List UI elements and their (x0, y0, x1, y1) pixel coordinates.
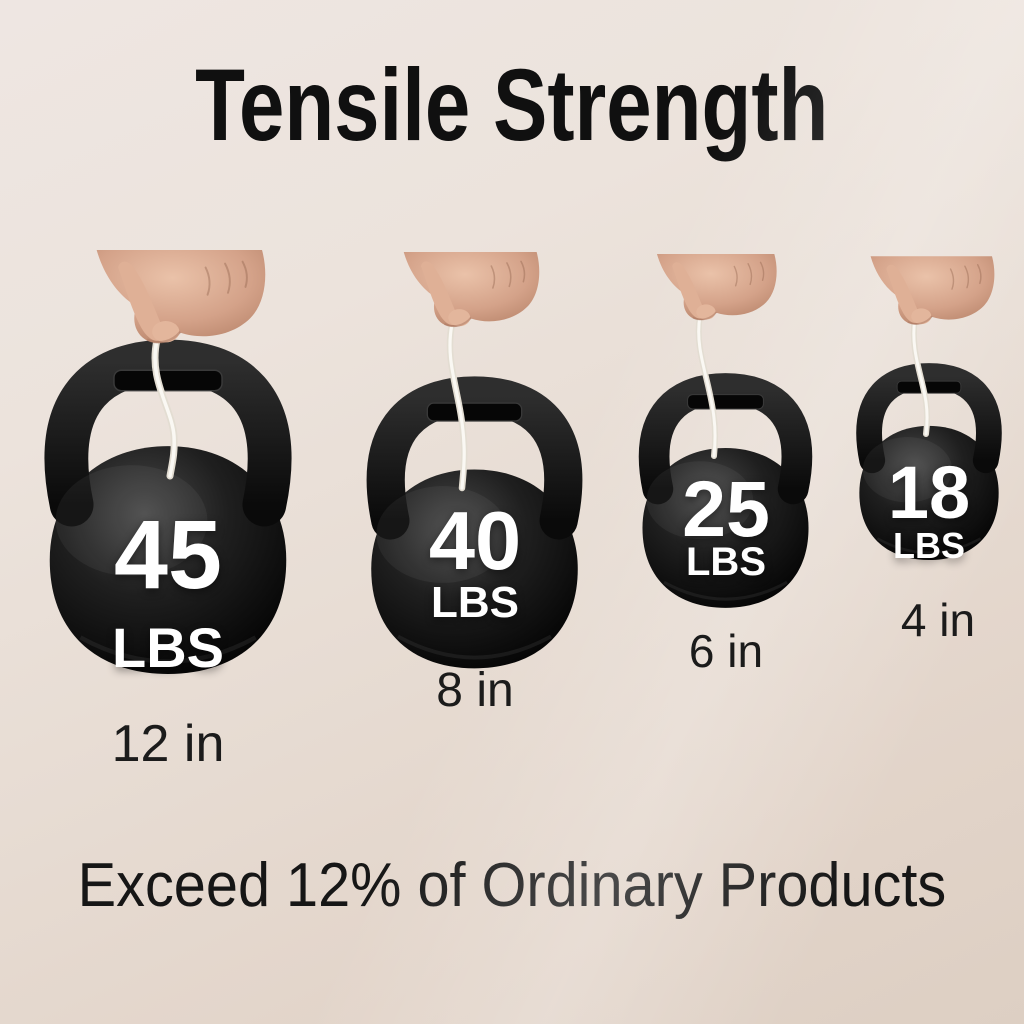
weight-unit-label: LBS (893, 525, 965, 566)
weight-label: 45 (114, 500, 222, 609)
caption: Exceed 12% of Ordinary Products (0, 851, 1024, 920)
zip-tie-graphic (151, 336, 178, 480)
kettlebell-column-45: 45 LBS 12 in (22, 250, 314, 810)
hand-graphic (870, 256, 995, 325)
kettlebell-graphic (638, 373, 813, 608)
kettlebell-column-18: 18 LBS 4 in (840, 250, 1018, 810)
weight-unit-label: LBS (686, 540, 766, 584)
kettlebell-graphic (44, 339, 292, 674)
zip-tie-graphic (446, 320, 468, 492)
zip-tie-graphic (695, 313, 719, 459)
size-label: 6 in (688, 625, 764, 677)
weight-label: 40 (428, 494, 522, 587)
kettlebell-column-25: 25 LBS 6 in (622, 250, 830, 810)
weight-unit-label: LBS (431, 578, 519, 627)
weight-label: 25 (682, 464, 770, 553)
zip-tie-graphic (910, 315, 931, 437)
kettlebell-column-40: 40 LBS 8 in (342, 250, 608, 810)
size-label: 8 in (436, 664, 514, 717)
hand-graphic (96, 250, 266, 344)
kettlebell-graphic (366, 376, 583, 669)
weight-label: 18 (887, 451, 971, 534)
page-title: Tensile Strength (0, 48, 1024, 162)
size-label: 12 in (111, 715, 225, 773)
page-title-text: Tensile Strength (195, 48, 829, 162)
kettlebell-graphic (856, 363, 1002, 561)
size-label: 4 in (900, 594, 976, 646)
hand-graphic (403, 252, 540, 328)
caption-text: Exceed 12% of Ordinary Products (77, 851, 947, 920)
hand-graphic (656, 254, 777, 321)
weight-unit-label: LBS (112, 616, 224, 679)
